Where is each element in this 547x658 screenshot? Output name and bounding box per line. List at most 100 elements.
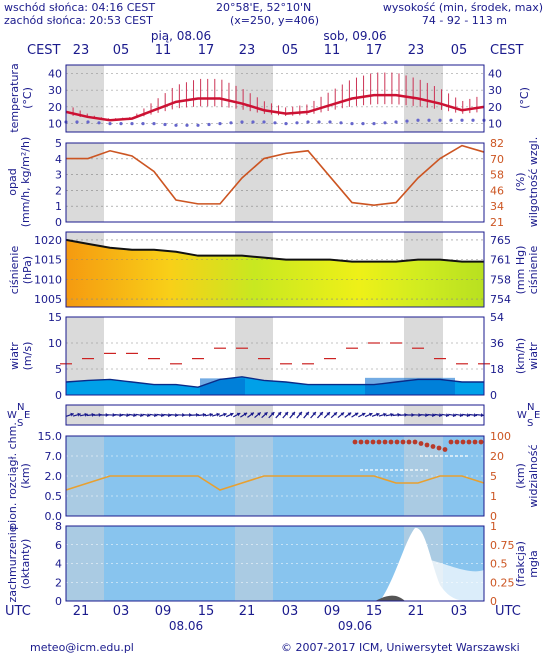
arrow-head	[432, 413, 436, 418]
wind-direction-arrow	[72, 412, 81, 417]
wind-direction-arrow	[364, 412, 373, 418]
arrow-head	[347, 412, 352, 417]
panel-frame	[65, 142, 485, 223]
sunset-label: zachód słońca: 20:53 CEST	[4, 14, 153, 27]
dewpoint-point	[130, 122, 134, 126]
visibility-tick-right: 100	[490, 430, 511, 443]
bottom-day-label: 09.06	[338, 619, 372, 633]
dewpoint-point	[108, 122, 112, 126]
dewpoint-point	[141, 122, 145, 126]
arrow-head	[298, 411, 302, 416]
wind-direction-arrow	[142, 413, 151, 418]
arrow-head	[438, 413, 443, 418]
cloud-top-point	[430, 444, 436, 449]
copyright: © 2007-2017 ICM, Uniwersytet Warszawski	[281, 641, 520, 654]
arrow-head	[333, 412, 338, 416]
bottom-hour-label: 09	[324, 604, 341, 619]
cloud-height-axis-label: pion. rozciągł. chm.	[6, 422, 19, 530]
temperature-axis-label: temperatura	[8, 63, 21, 132]
visibility-axis-label: (km)	[514, 463, 527, 489]
arrow-head	[383, 412, 387, 417]
wind-tick-left: 15	[48, 311, 62, 324]
cloud-height-tick-left: 0.0	[45, 510, 63, 523]
night-band	[66, 143, 104, 222]
humidity-tick-right: 82	[490, 137, 504, 150]
arrow-head	[119, 413, 123, 418]
dewpoint-point	[75, 120, 79, 124]
arrow-head	[195, 412, 200, 417]
dewpoint-point	[174, 123, 178, 127]
temp-tick-left: 10	[48, 118, 62, 131]
humidity-tick-right: 34	[490, 200, 504, 213]
humidity-axis-label: wilgotność wzgl.	[527, 137, 540, 227]
compass-e-left: E	[24, 410, 30, 421]
dewpoint-point	[185, 123, 189, 127]
wind-direction-arrow	[225, 412, 234, 418]
wind-tick-right: 36	[490, 337, 504, 350]
arrow-head	[397, 412, 401, 417]
dewpoint-point	[218, 122, 222, 126]
arrow-head	[277, 412, 282, 416]
bottom-hour-label: 03	[451, 604, 468, 619]
wind-direction-arrow	[121, 413, 130, 418]
panel-frame	[65, 435, 485, 517]
wind-direction-arrow	[420, 413, 429, 418]
wind-direction-arrow	[149, 413, 158, 418]
arrow-head	[98, 412, 102, 417]
arrow-head	[175, 413, 179, 418]
dewpoint-point	[449, 118, 453, 122]
compass-s-left: S	[17, 418, 23, 429]
arrow-head	[263, 412, 268, 416]
bottom-tz-label: UTC	[5, 604, 31, 619]
fog-area	[430, 560, 484, 601]
pressure-tick-right: 761	[490, 254, 511, 267]
wind-direction-arrow	[128, 413, 137, 418]
wind-direction-arrow	[247, 412, 255, 418]
arrow-head	[445, 413, 450, 418]
arrow-head	[236, 412, 241, 417]
wind-direction-arrow	[351, 412, 359, 418]
dewpoint-point	[251, 120, 255, 124]
top-tz-label: CEST	[27, 43, 61, 58]
top-hour-label: 23	[239, 43, 256, 58]
fog-tick-right: 0.75	[490, 539, 515, 552]
cloudcover-tick-left: 8	[55, 520, 62, 533]
fog-tick-right: 0	[490, 595, 497, 608]
pressure-tick-left: 1005	[34, 293, 62, 306]
wind-direction-arrow	[406, 412, 415, 417]
arrow-head	[216, 412, 220, 417]
arrow-head	[126, 413, 130, 418]
dewpoint-point	[97, 121, 101, 125]
arrow-head	[161, 413, 165, 418]
dewpoint-point	[86, 120, 90, 124]
wind-line	[65, 376, 484, 388]
arrow-head	[270, 412, 275, 416]
wind-direction-arrow	[441, 413, 450, 418]
wind-direction-arrow	[184, 412, 193, 417]
compass-s-right: S	[527, 418, 533, 429]
temperature-axis-label-right: (°C)	[518, 87, 531, 109]
wind-direction-arrow	[475, 413, 485, 418]
top-hour-label: 23	[73, 43, 90, 58]
top-hour-label: 17	[198, 43, 215, 58]
arrow-head	[257, 412, 261, 416]
arrow-head	[418, 413, 422, 418]
arrow-head	[168, 413, 172, 418]
top-tz-label-right: CEST	[490, 43, 524, 58]
bottom-hour-label: 03	[282, 604, 299, 619]
dewpoint-point	[405, 119, 409, 123]
precip-tick-left: 2	[55, 184, 62, 197]
contact-email[interactable]: meteo@icm.edu.pl	[30, 641, 134, 654]
compass-w-left: W	[7, 410, 17, 421]
wind-strong-block	[200, 378, 245, 395]
wind-tick-left: 0	[55, 389, 62, 402]
wind-direction-arrow	[282, 411, 289, 419]
humidity-tick-right: 46	[490, 184, 504, 197]
pressure-tick-left: 1010	[34, 273, 62, 286]
temp-tick-right: 20	[488, 101, 502, 114]
compass-n-right: N	[527, 402, 534, 413]
wind-direction-arrow	[344, 412, 352, 418]
arrow-head	[326, 412, 330, 416]
wind-direction-arrow	[385, 412, 394, 417]
bottom-tz-label-right: UTC	[495, 604, 521, 619]
